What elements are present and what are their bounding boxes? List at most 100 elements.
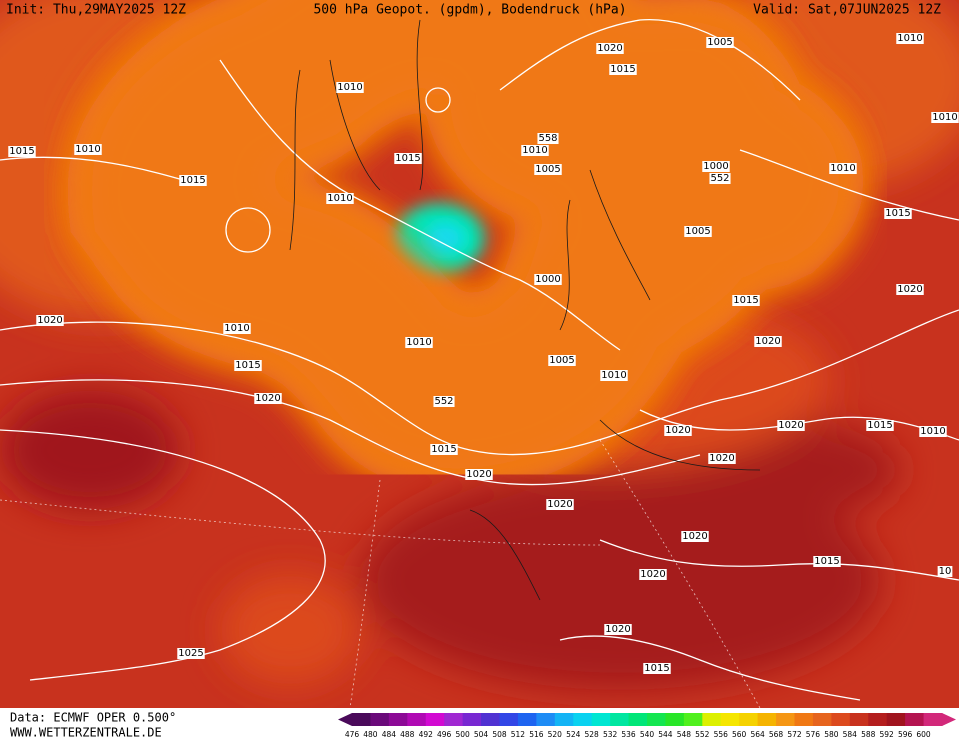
scale-swatch [647, 713, 666, 726]
isobar-label-bg [937, 566, 953, 577]
scale-label: 524 [566, 730, 581, 739]
scale-swatch [536, 713, 556, 726]
scale-swatch [812, 713, 832, 726]
isobar-label-bg [777, 420, 805, 431]
scale-swatch [757, 713, 777, 726]
scale-swatch [702, 713, 722, 726]
scale-label: 564 [750, 730, 765, 739]
isobar-label-bg [604, 624, 632, 635]
scale-arrow-right [942, 713, 956, 726]
scale-swatch [923, 713, 943, 726]
scale-label: 520 [548, 730, 563, 739]
scale-label: 580 [824, 730, 839, 739]
scale-label: 584 [843, 730, 858, 739]
isobar-label-bg [931, 112, 959, 123]
isobar-label: 1020 [640, 569, 665, 580]
isobar-label: 1005 [685, 226, 710, 237]
isobar-label-bg [534, 274, 562, 285]
isobar-label: 1010 [522, 145, 547, 156]
isobar-label: 1010 [601, 370, 626, 381]
scale-label: 556 [714, 730, 729, 739]
isobar-label-bg [223, 323, 251, 334]
isobar-label-bg [884, 208, 912, 219]
isobar-label: 1015 [733, 295, 758, 306]
isobar-label: 1005 [535, 164, 560, 175]
isobar-label-bg [546, 499, 574, 510]
scale-label: 544 [658, 730, 673, 739]
scale-swatch [794, 713, 814, 726]
scale-swatch [610, 713, 630, 726]
isobar-label: 1010 [830, 163, 855, 174]
isobar-label: 1010 [75, 144, 100, 155]
scale-label: 480 [363, 730, 378, 739]
isobar-label: 1015 [431, 444, 456, 455]
isobar-label: 1010 [406, 337, 431, 348]
scale-arrow-left [338, 713, 352, 726]
scale-swatch [739, 713, 759, 726]
isobar-label: 1010 [337, 82, 362, 93]
isobar-label-bg [600, 370, 628, 381]
scale-swatch [628, 713, 648, 726]
scale-swatch [517, 713, 537, 726]
isobar-label-bg [405, 337, 433, 348]
scale-label: 572 [787, 730, 802, 739]
isobar-label: 1010 [224, 323, 249, 334]
scale-label: 508 [492, 730, 507, 739]
scale-label: 488 [400, 730, 415, 739]
isobar-label: 1000 [703, 161, 728, 172]
scale-swatch [720, 713, 740, 726]
isobar-label: 1015 [644, 663, 669, 674]
isobar-label: 1020 [547, 499, 572, 510]
data-source: Data: ECMWF OPER 0.500° [10, 711, 176, 725]
scale-swatch [407, 713, 427, 726]
isobar-label-bg [537, 133, 559, 144]
scale-swatch [831, 713, 851, 726]
scale-label: 492 [419, 730, 434, 739]
isobar-label: 552 [434, 396, 453, 407]
isobar-label-bg [919, 426, 947, 437]
isobar-label-bg [709, 173, 731, 184]
isobar-label-bg [234, 360, 262, 371]
scale-swatch [481, 713, 500, 726]
isobar-label-bg [702, 161, 730, 172]
isobar-label-bg [521, 145, 549, 156]
scale-label: 532 [603, 730, 618, 739]
isobar-label-bg [609, 64, 637, 75]
scale-label: 504 [474, 730, 489, 739]
isobar-label: 1020 [665, 425, 690, 436]
isobar-label: 552 [710, 173, 729, 184]
scale-label: 484 [382, 730, 397, 739]
scale-label: 536 [621, 730, 636, 739]
isobar-label: 1020 [605, 624, 630, 635]
scale-label: 568 [769, 730, 784, 739]
map-title: 500 hPa Geopot. (gpdm), Bodendruck (hPa) [313, 3, 626, 18]
isobar-label: 1015 [235, 360, 260, 371]
isobar-label-bg [643, 663, 671, 674]
scale-label: 512 [511, 730, 526, 739]
scale-swatch [849, 713, 869, 726]
isobar-label-bg [179, 175, 207, 186]
site-name: WWW.WETTERZENTRALE.DE [10, 726, 162, 740]
scale-label: 500 [455, 730, 470, 739]
scale-swatch [425, 713, 445, 726]
isobar-label: 1025 [178, 648, 203, 659]
scale-swatch [352, 713, 371, 726]
scale-label: 596 [898, 730, 913, 739]
scale-swatch [388, 713, 408, 726]
isobar-label-bg [8, 146, 36, 157]
isobar-label: 1020 [778, 420, 803, 431]
scale-swatch [683, 713, 703, 726]
isobar-label: 1000 [535, 274, 560, 285]
isobar-label: 1010 [920, 426, 945, 437]
isobar-label: 1015 [867, 420, 892, 431]
isobar-label-bg [813, 556, 841, 567]
isobar-label-bg [829, 163, 857, 174]
isobar-label: 1005 [549, 355, 574, 366]
isobar-label-bg [336, 82, 364, 93]
isobar-label: 1015 [814, 556, 839, 567]
scale-swatch [499, 713, 519, 726]
isobar-label-bg [465, 469, 493, 480]
isobar-label-bg [684, 226, 712, 237]
